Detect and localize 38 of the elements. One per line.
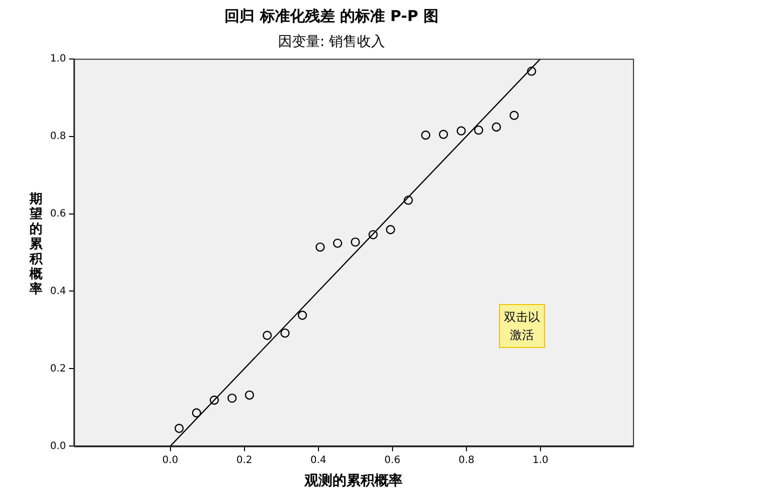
point [404, 196, 413, 205]
point [421, 130, 430, 140]
point [386, 225, 396, 234]
y-tick-label: 0.4 [50, 286, 66, 297]
point [350, 237, 360, 247]
y-tick-label: 1.0 [50, 53, 66, 64]
point [492, 122, 501, 132]
point [192, 408, 202, 418]
point [174, 424, 184, 433]
y-tick-label: 0.8 [50, 130, 66, 142]
point [210, 396, 219, 405]
chart-title: 回归 标准化残差 的标准 P-P 图 [224, 6, 438, 25]
point [438, 130, 448, 139]
point [510, 110, 519, 120]
x-tick-label: 0.6 [384, 454, 400, 466]
point [280, 328, 290, 338]
point [244, 390, 254, 400]
x-tick-label: 0.4 [310, 454, 326, 466]
y-tick-label: 0.6 [50, 208, 66, 220]
x-tick-label: 0.0 [162, 454, 178, 466]
x-tick-label: 0.8 [458, 454, 474, 466]
y-tick-label: 0.2 [50, 363, 66, 374]
x-axis-title: 观测的累积概率 [304, 472, 402, 490]
point [456, 126, 466, 136]
point [227, 394, 237, 403]
chart-subtitle: 因变量: 销售收入 [278, 34, 386, 50]
annotation: 双击以激活 [499, 304, 545, 348]
point [298, 310, 308, 320]
point [526, 66, 536, 76]
x-tick-label: 1.0 [532, 454, 548, 466]
x-tick-label: 0.2 [236, 454, 252, 466]
point [262, 330, 272, 340]
point [332, 238, 342, 248]
point [474, 125, 484, 135]
y-axis-title: 期望的累积概率 [28, 192, 44, 297]
point [316, 242, 325, 252]
y-tick-label: 0.0 [50, 440, 66, 452]
point [368, 230, 378, 240]
